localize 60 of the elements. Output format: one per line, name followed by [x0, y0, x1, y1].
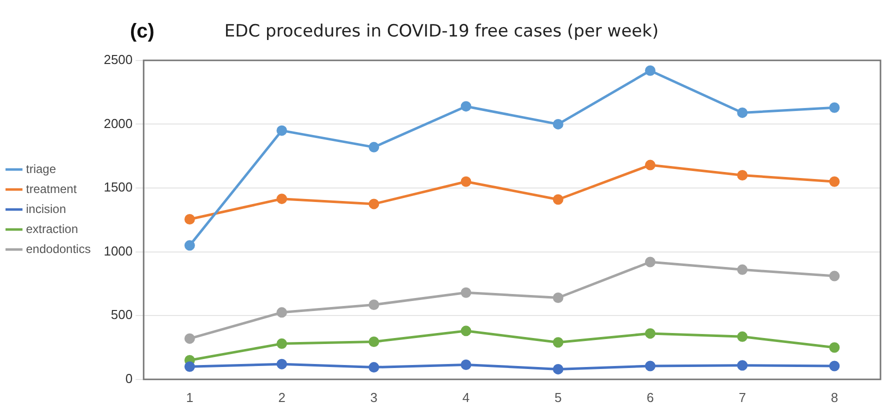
point — [737, 264, 748, 275]
point — [184, 240, 195, 251]
y-tick-label: 500 — [110, 307, 133, 322]
point — [184, 214, 195, 225]
point — [276, 338, 288, 349]
point — [829, 176, 840, 187]
point — [552, 194, 564, 205]
point — [276, 125, 288, 136]
point — [276, 194, 288, 204]
x-tick-label: 4 — [462, 390, 470, 405]
x-tick-label: 7 — [738, 390, 746, 405]
x-tick-label: 2 — [278, 390, 286, 405]
point — [644, 256, 656, 268]
x-tick-label: 1 — [186, 390, 194, 405]
point — [644, 328, 656, 339]
point — [460, 101, 472, 112]
x-tick-label: 6 — [646, 390, 654, 405]
text: (c) — [130, 20, 154, 43]
point — [552, 364, 564, 374]
point — [829, 102, 840, 113]
point — [368, 142, 380, 152]
point — [460, 287, 472, 298]
point — [552, 292, 564, 303]
point — [184, 333, 195, 344]
legend-label: extraction — [26, 222, 78, 236]
point — [644, 65, 656, 76]
y-tick-label: 0 — [125, 370, 133, 386]
point — [460, 359, 472, 370]
point — [368, 362, 380, 373]
point — [368, 336, 380, 348]
legend-label: endodontics — [26, 242, 91, 256]
legend-label: treatment — [26, 182, 78, 196]
point — [737, 170, 748, 180]
point — [552, 337, 564, 348]
point — [552, 118, 564, 130]
legend-label: triage — [26, 162, 56, 176]
point — [737, 360, 748, 371]
legend-label: incision — [26, 202, 66, 216]
point — [829, 342, 840, 353]
point — [829, 270, 840, 282]
x-tick-label: 3 — [370, 390, 378, 405]
point — [184, 361, 195, 372]
point — [737, 331, 748, 342]
chart-title: EDC procedures in COVID-19 free cases (per week) — [224, 22, 659, 42]
y-tick-label: 1000 — [104, 243, 133, 258]
point — [368, 300, 380, 310]
point — [737, 107, 748, 118]
point — [644, 360, 656, 372]
point — [644, 160, 656, 170]
point — [276, 358, 288, 370]
point — [460, 176, 472, 187]
x-tick-label: 5 — [554, 390, 562, 405]
x-tick-label: 8 — [830, 390, 838, 405]
y-tick-label: 1500 — [104, 180, 133, 195]
point — [829, 360, 840, 372]
point — [460, 326, 472, 336]
y-tick-label: 2500 — [104, 52, 133, 67]
y-tick-label: 2000 — [104, 116, 133, 131]
point — [368, 198, 380, 210]
point — [276, 307, 288, 318]
